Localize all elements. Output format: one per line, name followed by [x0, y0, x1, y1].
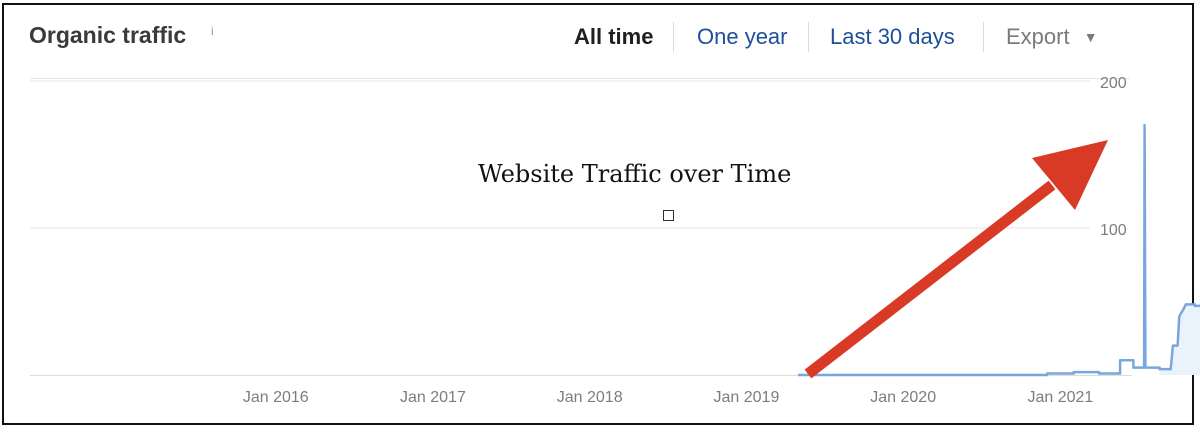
x-tick-label: Jan 2018: [557, 389, 623, 406]
x-tick-label: Jan 2019: [714, 389, 780, 406]
area-fill: [1159, 304, 1200, 375]
chart-title: Organic traffic: [29, 22, 187, 48]
separator: [673, 22, 674, 52]
series-line: [798, 123, 1200, 377]
y-tick-label: 200: [1100, 75, 1127, 92]
x-tick-label: Jan 2021: [1027, 389, 1093, 406]
x-tick-label: Jan 2017: [400, 389, 466, 406]
figure-border: [2, 3, 1194, 425]
range-last-30-days[interactable]: Last 30 days: [830, 24, 955, 49]
trend-arrow-head: [1032, 140, 1108, 210]
range-all-time[interactable]: All time: [574, 24, 654, 49]
export-button[interactable]: Export ▼: [1006, 24, 1098, 50]
chevron-down-icon: ▼: [1083, 29, 1098, 45]
trend-arrow-shaft: [804, 180, 1056, 379]
y-tick-label: 100: [1100, 222, 1127, 239]
x-tick-label: Jan 2016: [243, 389, 309, 406]
separator: [808, 22, 809, 52]
header-divider: [30, 78, 1130, 79]
plus-box-icon: [663, 210, 674, 221]
info-icon[interactable]: i: [211, 24, 214, 38]
separator: [983, 22, 984, 52]
x-tick-label: Jan 2020: [870, 389, 936, 406]
export-label: Export: [1006, 24, 1070, 49]
overlay-title: Website Traffic over Time: [478, 160, 792, 188]
range-one-year[interactable]: One year: [697, 24, 788, 49]
